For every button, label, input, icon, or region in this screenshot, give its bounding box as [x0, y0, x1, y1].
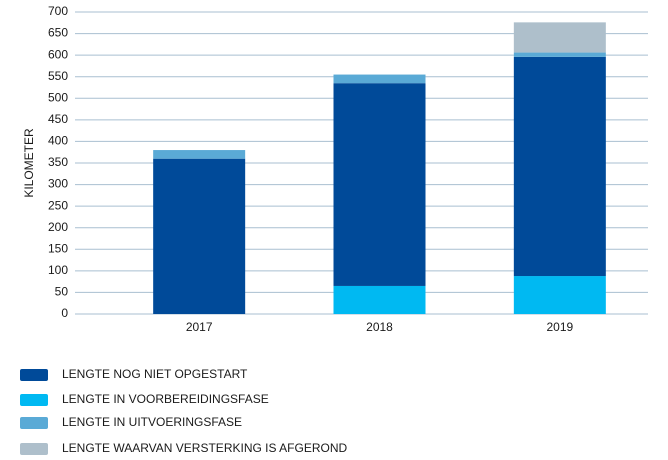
y-tick-label: 0 [61, 306, 68, 320]
bar-segment [513, 22, 606, 53]
bar-segment [513, 56, 606, 277]
legend-swatch [20, 394, 48, 406]
y-tick-label: 300 [48, 177, 68, 191]
x-tick-label: 2018 [366, 320, 393, 334]
bar-segment [333, 285, 426, 314]
y-tick-label: 150 [48, 241, 68, 255]
y-tick-label: 200 [48, 220, 68, 234]
legend-swatch [20, 369, 48, 381]
y-tick-label: 50 [55, 285, 69, 299]
bar-segment [333, 83, 426, 286]
bar-segment [153, 158, 246, 314]
y-tick-label: 550 [48, 69, 68, 83]
legend-label: LENGTE WAARVAN VERSTERKING IS AFGEROND [62, 441, 347, 455]
y-tick-label: 450 [48, 112, 68, 126]
x-tick-label: 2019 [546, 320, 573, 334]
bar-segment [153, 150, 246, 159]
legend-label: LENGTE IN UITVOERINGSFASE [62, 415, 242, 429]
legend-label: LENGTE IN VOORBEREIDINGSFASE [62, 392, 269, 406]
legend-label: LENGTE NOG NIET OPGESTART [62, 367, 248, 381]
y-tick-label: 500 [48, 90, 68, 104]
y-tick-label: 700 [48, 4, 68, 18]
y-tick-label: 350 [48, 155, 68, 169]
bar-segment [513, 276, 606, 314]
y-tick-label: 250 [48, 198, 68, 212]
legend-swatch [20, 417, 48, 429]
y-axis-label: KILOMETER [22, 128, 36, 198]
bar-segment [513, 52, 606, 57]
y-tick-label: 400 [48, 134, 68, 148]
x-tick-label: 2017 [186, 320, 213, 334]
legend-swatch [20, 443, 48, 455]
y-tick-label: 100 [48, 263, 68, 277]
bar-segment [333, 74, 426, 84]
y-tick-label: 600 [48, 47, 68, 61]
y-tick-label: 650 [48, 26, 68, 40]
